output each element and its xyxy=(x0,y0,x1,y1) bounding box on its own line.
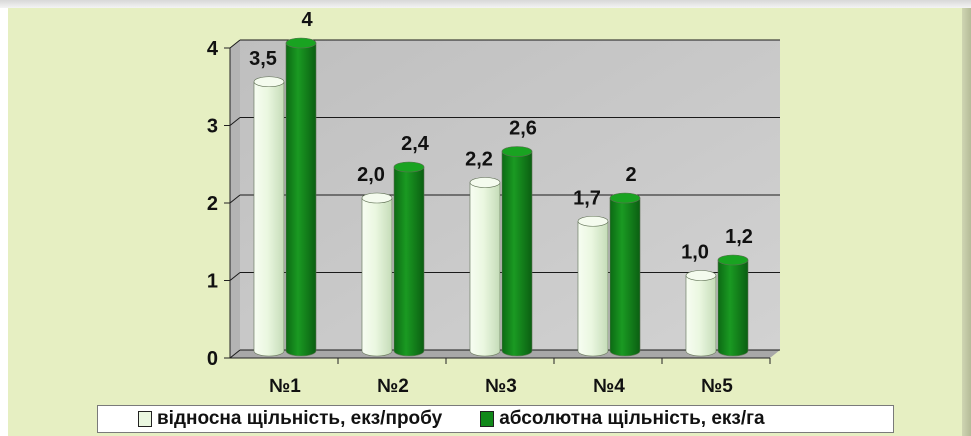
data-label: 2,6 xyxy=(509,118,537,140)
bar-top xyxy=(717,254,749,266)
category-label: №5 xyxy=(701,376,733,397)
bar xyxy=(577,215,609,357)
bar xyxy=(501,146,533,357)
category-label: №2 xyxy=(377,376,409,397)
bar-top xyxy=(285,37,317,49)
bar-body xyxy=(286,43,316,351)
data-label: 1,7 xyxy=(573,187,601,209)
data-label: 1,2 xyxy=(725,226,753,248)
right-border xyxy=(962,8,971,436)
gridline-depth xyxy=(229,117,241,126)
bar-body xyxy=(394,167,424,351)
bar xyxy=(361,192,393,357)
y-tick-label: 1 xyxy=(207,271,218,293)
bar-top xyxy=(361,192,393,204)
bar-top xyxy=(577,215,609,227)
top-border xyxy=(0,0,971,8)
bar-top xyxy=(501,146,533,157)
data-label: 1,0 xyxy=(681,242,709,264)
bar xyxy=(285,37,317,357)
data-label: 2,4 xyxy=(401,133,430,155)
bar-body xyxy=(470,182,500,351)
data-label: 2 xyxy=(625,164,636,186)
legend-label-relative: відносна щільність, екз/пробу xyxy=(157,408,443,429)
legend-item-absolute: абсолютна щільність, екз/га xyxy=(480,408,765,430)
data-label: 3,5 xyxy=(249,48,277,70)
bar xyxy=(609,192,641,357)
labels: №1 3,5 4 №2 2,0 2,4 №3 2,2 2,6 №4 1,7 2 №5 1,0 1,2 xyxy=(249,9,753,397)
legend-swatch-dark xyxy=(480,411,495,427)
legend-swatch-light xyxy=(138,411,152,427)
bar-top xyxy=(253,76,285,88)
category-label: №1 xyxy=(269,376,301,397)
bars xyxy=(253,37,749,357)
y-tick-label: 3 xyxy=(207,116,218,138)
bar-top xyxy=(469,177,501,188)
bar xyxy=(717,254,749,357)
bar xyxy=(393,161,425,357)
category-label: №3 xyxy=(485,376,517,397)
gridline-depth xyxy=(229,39,241,49)
legend: відносна щільність, екз/пробу абсолютна … xyxy=(97,405,894,433)
bar-body xyxy=(686,275,716,351)
bar xyxy=(469,177,501,357)
bar-body xyxy=(718,260,748,351)
data-label: 2,2 xyxy=(465,149,493,171)
bar xyxy=(685,270,717,357)
bar-body xyxy=(502,151,532,351)
gridline-depth xyxy=(229,349,241,359)
y-tick-label: 2 xyxy=(207,193,218,215)
axes: 0 1 2 3 4 xyxy=(207,38,771,370)
gridline-depth xyxy=(229,272,241,281)
legend-item-relative: відносна щільність, екз/пробу xyxy=(138,408,442,430)
bar-top xyxy=(609,192,641,204)
bar-body xyxy=(254,81,284,351)
bar-body xyxy=(362,198,392,351)
bar-top xyxy=(685,270,717,281)
legend-label-absolute: абсолютна щільність, екз/га xyxy=(499,408,765,429)
bar-top xyxy=(393,161,425,173)
bar xyxy=(253,76,285,357)
bar-body xyxy=(578,221,608,351)
category-label: №4 xyxy=(593,376,625,397)
data-label: 2,0 xyxy=(357,164,385,186)
bar-body xyxy=(610,198,640,351)
y-tick-label: 4 xyxy=(207,38,219,60)
y-tick-label: 0 xyxy=(207,348,218,370)
data-label: 4 xyxy=(301,9,313,31)
gridline-depth xyxy=(229,194,241,204)
